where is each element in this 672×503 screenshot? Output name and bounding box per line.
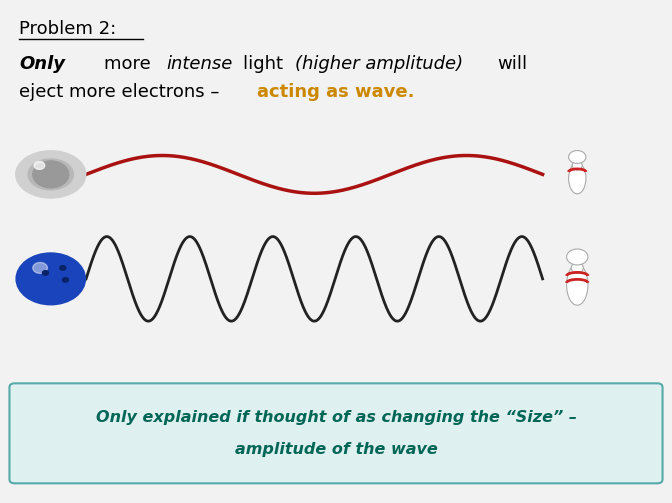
Ellipse shape	[28, 159, 73, 190]
Text: intense: intense	[166, 55, 233, 73]
Circle shape	[33, 263, 48, 274]
Ellipse shape	[571, 263, 583, 274]
Text: Only: Only	[19, 55, 65, 73]
Text: (higher amplitude): (higher amplitude)	[295, 55, 463, 73]
Text: more: more	[104, 55, 157, 73]
Text: will: will	[497, 55, 528, 73]
Circle shape	[33, 161, 69, 188]
Ellipse shape	[569, 163, 586, 194]
Text: eject more electrons –: eject more electrons –	[19, 83, 226, 102]
Text: Only explained if thought of as changing the “Size” –: Only explained if thought of as changing…	[95, 409, 577, 425]
Ellipse shape	[573, 161, 582, 170]
Text: light: light	[243, 55, 288, 73]
Ellipse shape	[15, 151, 86, 198]
Circle shape	[34, 161, 45, 170]
Text: amplitude of the wave: amplitude of the wave	[235, 442, 437, 457]
FancyBboxPatch shape	[9, 383, 663, 483]
Text: acting as wave.: acting as wave.	[257, 83, 415, 102]
Ellipse shape	[566, 265, 588, 305]
Circle shape	[569, 150, 586, 163]
Circle shape	[60, 266, 66, 270]
Text: Problem 2:: Problem 2:	[19, 20, 117, 38]
Circle shape	[62, 278, 69, 282]
Circle shape	[16, 253, 85, 305]
Circle shape	[42, 271, 48, 275]
Circle shape	[566, 249, 588, 265]
